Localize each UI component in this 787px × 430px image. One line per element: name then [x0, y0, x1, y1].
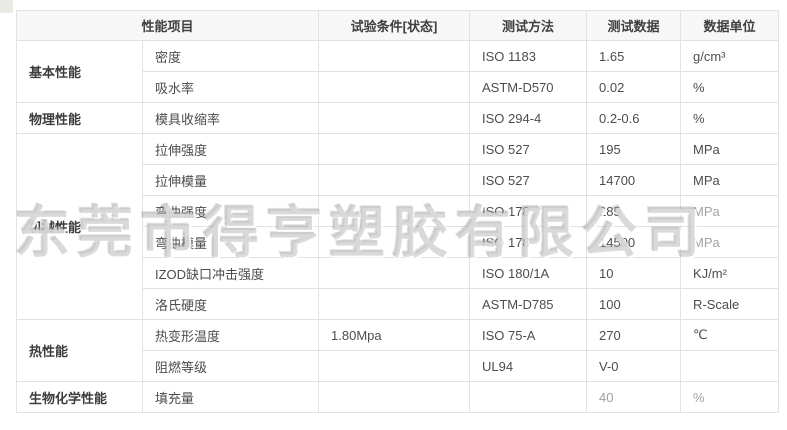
value-cell: 100	[586, 288, 682, 320]
condition-cell: 1.80Mpa	[318, 319, 471, 351]
table-row: 生物化学性能 填充量 40 %	[16, 381, 780, 413]
condition-cell	[318, 133, 471, 165]
method-cell: ISO 178	[469, 195, 588, 227]
method-cell: ISO 75-A	[469, 319, 588, 351]
header-data-unit: 数据单位	[680, 10, 780, 41]
value-cell: 0.2-0.6	[586, 102, 682, 134]
unit-cell: ℃	[680, 319, 780, 351]
value-cell: 14500	[586, 226, 682, 258]
condition-cell	[318, 226, 471, 258]
property-cell: 洛氏硬度	[141, 288, 320, 320]
value-cell: 14700	[586, 164, 682, 196]
value-cell: V-0	[586, 350, 682, 382]
property-cell: 拉伸强度	[141, 133, 320, 165]
method-cell: ASTM-D570	[469, 71, 588, 103]
table-row: 弯曲强度 ISO 178 285 MPa	[17, 195, 780, 227]
unit-cell: %	[680, 71, 780, 103]
property-cell: 阻燃等级	[141, 350, 320, 382]
header-test-condition: 试验条件[状态]	[318, 10, 471, 41]
corner-watermark-fragment	[0, 0, 13, 13]
condition-cell	[318, 164, 471, 196]
material-datasheet: 性能项目 试验条件[状态] 测试方法 测试数据 数据单位 基本性能 密度 ISO…	[15, 10, 780, 413]
condition-cell	[318, 288, 471, 320]
table-row: 洛氏硬度 ASTM-D785 100 R-Scale	[17, 288, 780, 320]
table-row: 物理性能 模具收缩率 ISO 294-4 0.2-0.6 %	[16, 102, 780, 134]
category-cell-basic: 基本性能	[16, 40, 143, 103]
unit-cell: R-Scale	[680, 288, 780, 320]
method-cell: UL94	[469, 350, 588, 382]
condition-cell	[318, 350, 471, 382]
method-cell	[469, 381, 588, 413]
property-cell: 填充量	[141, 381, 320, 413]
method-cell: ASTM-D785	[469, 288, 588, 320]
condition-cell	[318, 71, 471, 103]
method-cell: ISO 527	[469, 133, 588, 165]
condition-cell	[318, 195, 471, 227]
unit-cell: g/cm³	[680, 40, 780, 72]
property-cell: 密度	[141, 40, 320, 72]
table-row: 机械性能 拉伸强度 ISO 527 195 MPa	[16, 133, 780, 320]
header-test-method: 测试方法	[469, 10, 588, 41]
property-cell: 模具收缩率	[141, 102, 320, 134]
property-cell: 热变形温度	[141, 319, 320, 351]
property-cell: 弯曲强度	[141, 195, 320, 227]
unit-cell: %	[680, 381, 780, 413]
value-cell: 40	[586, 381, 682, 413]
unit-cell: %	[680, 102, 780, 134]
header-row: 性能项目 试验条件[状态] 测试方法 测试数据 数据单位	[15, 10, 780, 41]
unit-cell: MPa	[680, 164, 780, 196]
category-cell-thermal: 热性能	[16, 319, 143, 382]
value-cell: 10	[586, 257, 682, 289]
value-cell: 285	[586, 195, 682, 227]
header-test-data: 测试数据	[586, 10, 682, 41]
table-row: 热性能 热变形温度 1.80Mpa ISO 75-A 270 ℃	[16, 319, 780, 382]
method-cell: ISO 527	[469, 164, 588, 196]
condition-cell	[318, 40, 471, 72]
property-cell: 拉伸模量	[141, 164, 320, 196]
header-performance-item: 性能项目	[15, 10, 320, 41]
value-cell: 0.02	[586, 71, 682, 103]
property-cell: 吸水率	[141, 71, 320, 103]
value-cell: 270	[586, 319, 682, 351]
table-row: 拉伸模量 ISO 527 14700 MPa	[17, 164, 780, 196]
condition-cell	[318, 102, 471, 134]
value-cell: 1.65	[586, 40, 682, 72]
method-cell: ISO 1183	[469, 40, 588, 72]
category-cell-physical: 物理性能	[16, 102, 143, 134]
unit-cell: MPa	[680, 226, 780, 258]
method-cell: ISO 178	[469, 226, 588, 258]
condition-cell	[318, 257, 471, 289]
value-cell: 195	[586, 133, 682, 165]
category-cell-mechanical: 机械性能	[16, 133, 143, 320]
method-cell: ISO 180/1A	[469, 257, 588, 289]
unit-cell	[680, 350, 780, 382]
category-cell-biochemical: 生物化学性能	[16, 381, 143, 413]
property-cell: IZOD缺口冲击强度	[141, 257, 320, 289]
condition-cell	[318, 381, 471, 413]
material-properties-table: 性能项目 试验条件[状态] 测试方法 测试数据 数据单位 基本性能 密度 ISO…	[15, 10, 780, 413]
unit-cell: MPa	[680, 133, 780, 165]
method-cell: ISO 294-4	[469, 102, 588, 134]
table-row: 基本性能 密度 ISO 1183 1.65 g/cm³	[16, 40, 780, 103]
property-cell: 弯曲模量	[141, 226, 320, 258]
unit-cell: MPa	[680, 195, 780, 227]
unit-cell: KJ/m²	[680, 257, 780, 289]
